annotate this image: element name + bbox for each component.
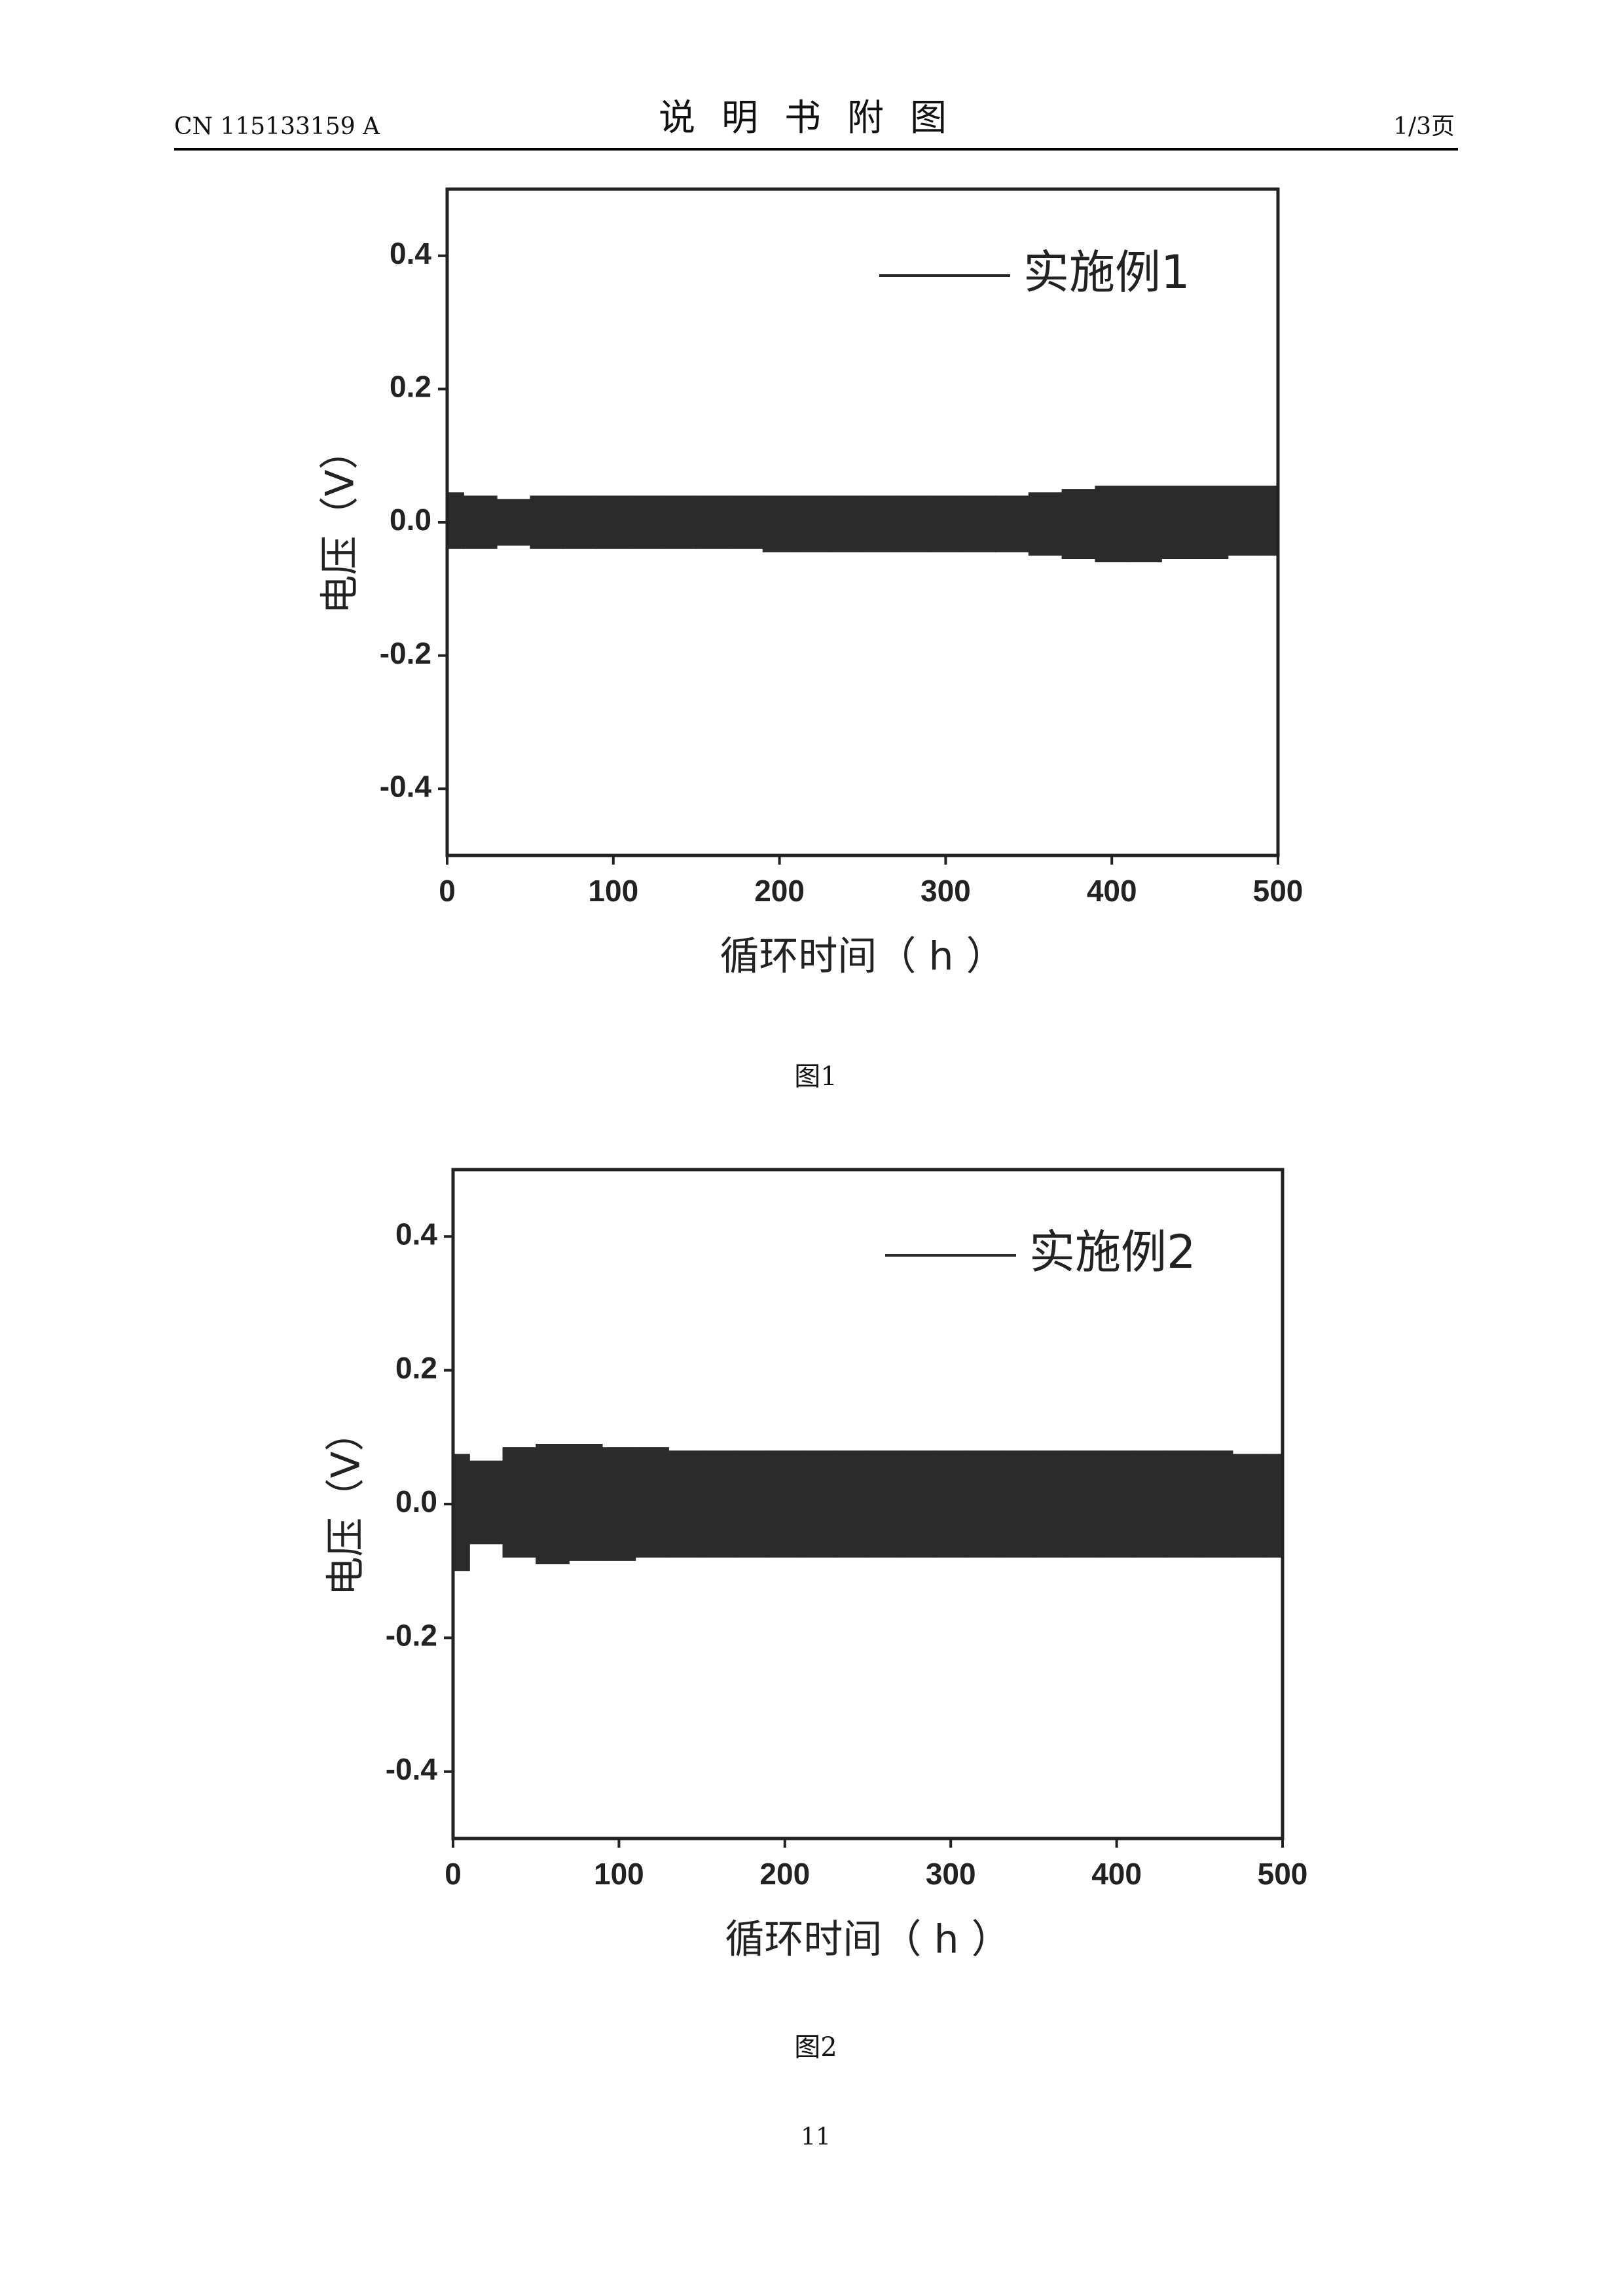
x-tick-label: 500	[1253, 874, 1304, 908]
legend-label: 实施例1	[1023, 245, 1190, 299]
y-tick-label: 0.0	[390, 503, 431, 537]
y-tick-label: 0.2	[390, 370, 431, 404]
page-of: 1/3页	[1393, 113, 1455, 140]
y-tick-label: -0.2	[380, 636, 431, 670]
y-tick-label: -0.2	[386, 1619, 437, 1653]
y-tick-label: 0.0	[395, 1484, 437, 1518]
y-axis-label: 电压（V）	[323, 1412, 369, 1596]
x-tick-label: 200	[754, 874, 805, 908]
y-tick-label: -0.4	[386, 1752, 438, 1786]
x-tick-label: 500	[1258, 1857, 1308, 1891]
y-tick-label: 0.4	[395, 1217, 437, 1251]
x-tick-label: 0	[439, 874, 456, 908]
doc-title: 说明书附图	[659, 97, 973, 139]
x-tick-label: 100	[588, 874, 638, 908]
figure-caption: 图1	[794, 1062, 837, 1092]
y-axis-label: 电压（V）	[318, 430, 363, 614]
page-number: 11	[801, 2124, 831, 2151]
x-axis-label: 循环时间（ h ）	[720, 934, 1005, 980]
y-tick-label: 0.4	[390, 236, 431, 270]
x-tick-label: 0	[445, 1857, 462, 1891]
x-tick-label: 400	[1087, 874, 1137, 908]
x-tick-label: 100	[594, 1857, 644, 1891]
figure-caption: 图2	[794, 2032, 837, 2062]
y-tick-label: -0.4	[380, 769, 432, 803]
y-tick-label: 0.2	[395, 1351, 437, 1385]
x-tick-label: 300	[926, 1857, 976, 1891]
x-tick-label: 300	[921, 874, 971, 908]
x-tick-label: 400	[1091, 1857, 1142, 1891]
x-axis-label: 循环时间（ h ）	[725, 1917, 1010, 1963]
x-tick-label: 200	[759, 1857, 810, 1891]
legend-label: 实施例2	[1029, 1225, 1196, 1279]
doc-number: CN 115133159 A	[174, 113, 380, 140]
